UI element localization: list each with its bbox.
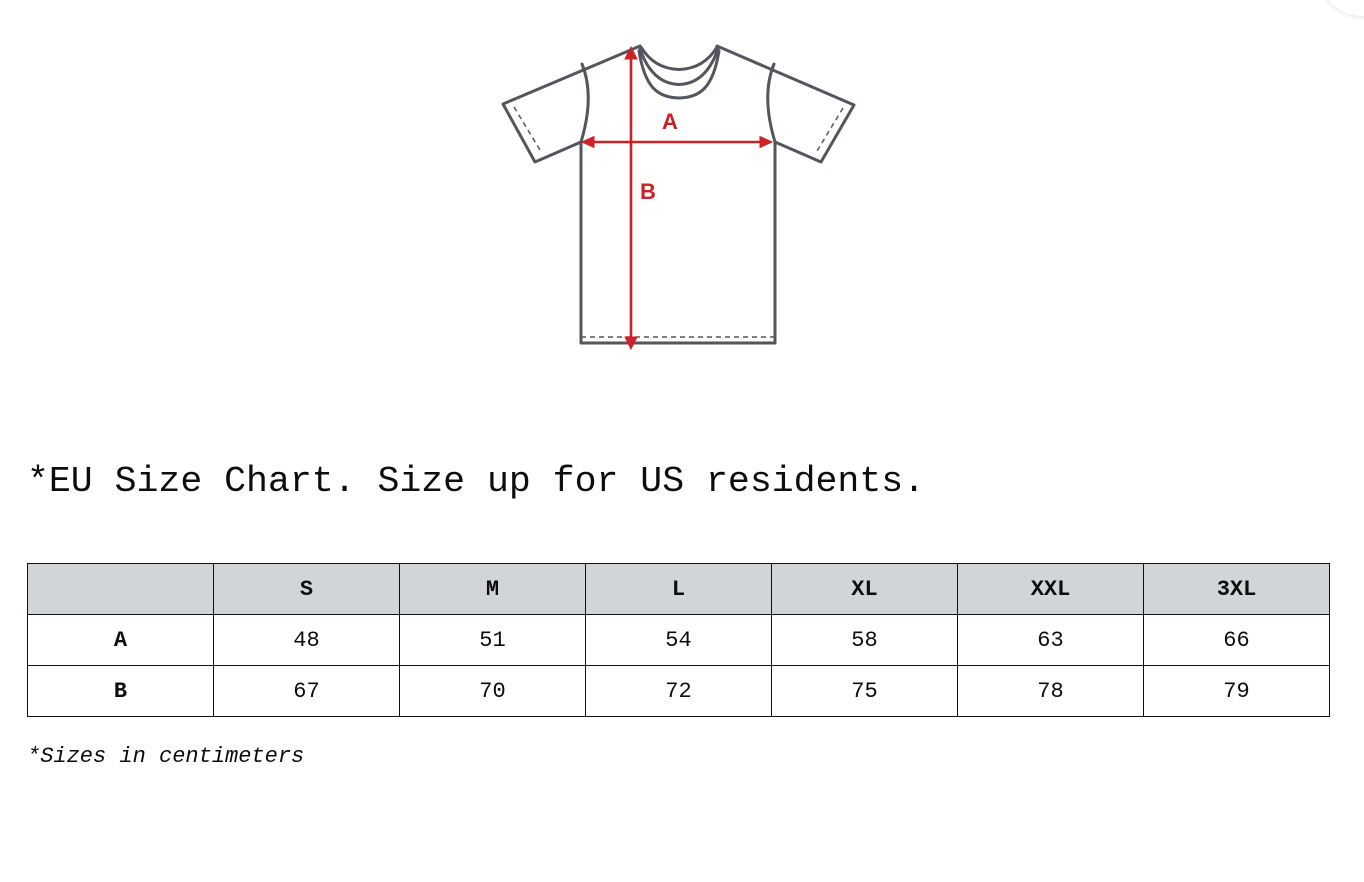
- svg-text:A: A: [662, 109, 678, 134]
- svg-text:B: B: [640, 179, 656, 204]
